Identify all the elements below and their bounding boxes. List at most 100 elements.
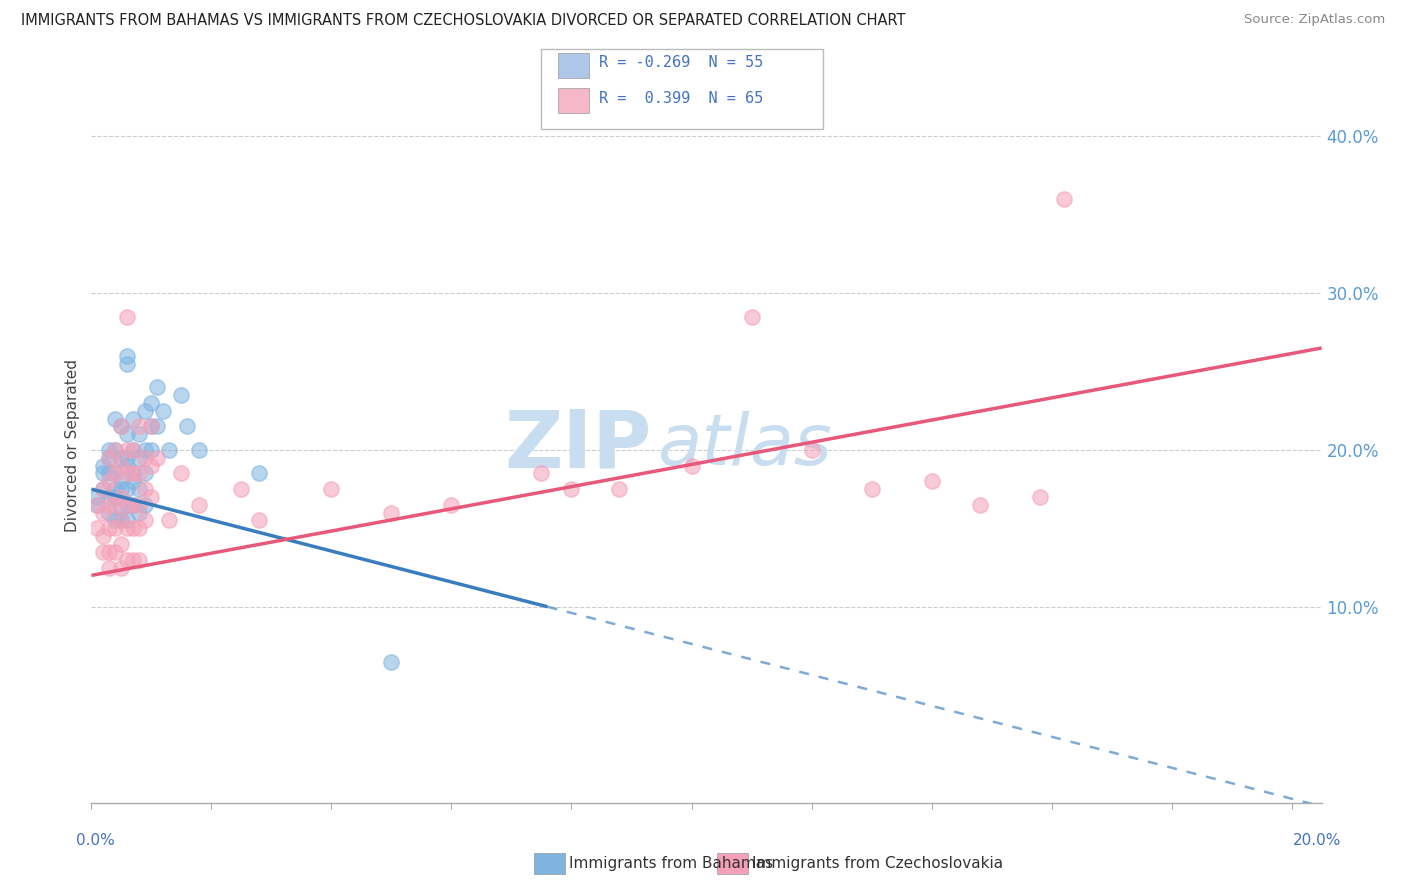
Point [104,411,127,425]
Text: 20.0%: 20.0% [1294,833,1341,847]
Point [86,498,108,512]
Point [110,514,132,528]
Point [741,310,763,324]
Point [93,482,115,496]
Point [110,482,132,496]
Point [117,521,139,535]
Point [104,521,127,535]
Point [104,442,127,457]
Point [122,521,145,535]
Point [98,490,121,504]
Point [146,419,169,434]
Point [141,396,163,410]
Point [249,514,271,528]
Text: 0.0%: 0.0% [76,833,115,847]
Point [134,482,156,496]
Point [128,506,150,520]
Point [141,458,163,473]
Point [128,498,150,512]
Text: Immigrants from Bahamas: Immigrants from Bahamas [569,856,773,871]
Point [440,498,463,512]
Point [860,482,883,496]
Point [1052,192,1074,206]
Point [110,419,132,434]
Point [1028,490,1050,504]
Point [800,442,823,457]
Point [176,419,198,434]
Point [117,458,139,473]
Point [98,442,121,457]
Point [104,467,127,481]
Point [134,498,156,512]
Point [146,450,169,465]
Point [93,545,115,559]
Text: Source: ZipAtlas.com: Source: ZipAtlas.com [1244,13,1385,27]
Point [93,467,115,481]
Point [921,475,943,489]
Point [128,427,150,442]
Point [117,357,139,371]
Point [104,514,127,528]
Point [98,450,121,465]
Point [134,450,156,465]
Point [681,458,703,473]
Point [188,442,211,457]
Point [530,467,553,481]
Point [93,458,115,473]
Point [117,450,139,465]
Point [110,560,132,574]
Text: ZIP: ZIP [503,407,651,485]
Point [110,514,132,528]
Point [117,552,139,566]
Point [122,498,145,512]
Point [134,442,156,457]
Point [128,419,150,434]
Point [117,482,139,496]
Point [117,514,139,528]
Point [141,490,163,504]
Text: R = -0.269  N = 55: R = -0.269 N = 55 [599,55,763,70]
Text: IMMIGRANTS FROM BAHAMAS VS IMMIGRANTS FROM CZECHOSLOVAKIA DIVORCED OR SEPARATED : IMMIGRANTS FROM BAHAMAS VS IMMIGRANTS FR… [21,13,905,29]
Point [86,490,108,504]
Point [122,475,145,489]
Point [86,521,108,535]
Point [93,529,115,543]
Point [104,442,127,457]
Point [380,655,402,669]
Point [104,545,127,559]
Point [134,403,156,417]
Point [110,419,132,434]
Point [110,498,132,512]
Point [104,482,127,496]
Point [157,442,180,457]
Point [969,498,991,512]
Point [110,458,132,473]
Point [609,482,631,496]
Point [560,482,582,496]
Text: R =  0.399  N = 65: R = 0.399 N = 65 [599,91,763,105]
Point [110,450,132,465]
Point [122,411,145,425]
Point [122,442,145,457]
Point [104,467,127,481]
Point [117,349,139,363]
Point [98,506,121,520]
Point [104,498,127,512]
Point [98,475,121,489]
Point [134,467,156,481]
Point [110,475,132,489]
Point [98,560,121,574]
Point [104,490,127,504]
Point [117,498,139,512]
Point [122,552,145,566]
Point [141,442,163,457]
Point [122,442,145,457]
Point [86,498,108,512]
Point [98,498,121,512]
Point [128,552,150,566]
Point [141,419,163,434]
Point [128,521,150,535]
Point [117,310,139,324]
Point [128,467,150,481]
Point [110,490,132,504]
